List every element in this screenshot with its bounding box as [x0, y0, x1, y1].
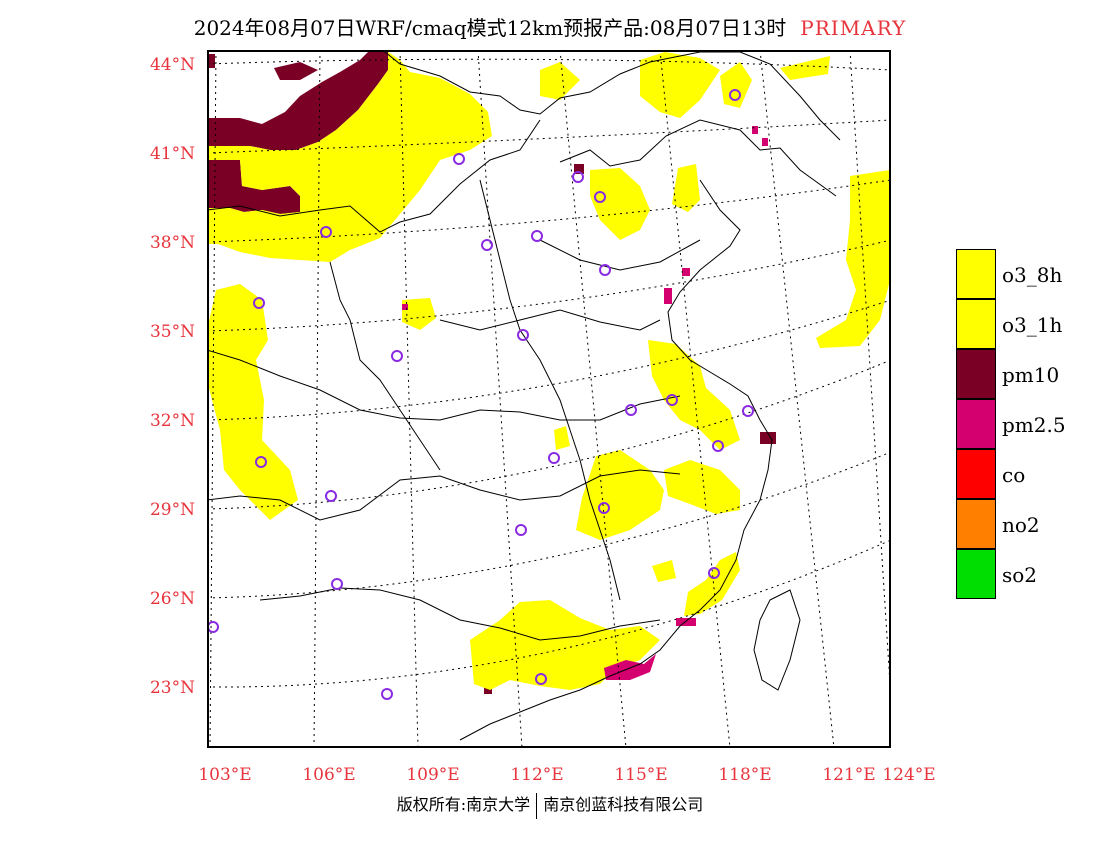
legend-swatch-pm10	[956, 349, 996, 399]
legend-swatch-pm25	[956, 399, 996, 449]
lon-label-103: 103°E	[198, 765, 252, 785]
legend-label-pm25: pm2.5	[1002, 413, 1066, 437]
legend-label-o3-8h: o3_8h	[1002, 263, 1063, 287]
legend-swatch-o3-8h	[956, 249, 996, 299]
lat-label-29: 29°N	[149, 500, 195, 520]
lon-label-112: 112°E	[510, 765, 564, 785]
lon-label-118: 118°E	[718, 765, 772, 785]
legend-swatch-o3-1h	[956, 299, 996, 349]
legend-label-no2: no2	[1002, 513, 1040, 537]
lat-label-41: 41°N	[149, 144, 195, 164]
legend-label-o3-1h: o3_1h	[1002, 313, 1063, 337]
pollution-map	[209, 52, 889, 746]
lon-label-106: 106°E	[302, 765, 356, 785]
lon-label-115: 115°E	[614, 765, 668, 785]
legend-item-o3-8h: o3_8h	[956, 249, 1076, 299]
footer-divider	[536, 792, 538, 819]
lon-label-109: 109°E	[406, 765, 460, 785]
boundaries	[209, 52, 841, 741]
map-panel	[207, 50, 891, 748]
pollutant-legend: o3_8h o3_1h pm10 pm2.5 co no2 so2	[956, 249, 1076, 599]
copyright-right: 南京创蓝科技有限公司	[543, 795, 704, 814]
legend-swatch-so2	[956, 549, 996, 599]
title-primary-tag: PRIMARY	[800, 16, 907, 40]
lat-label-38: 38°N	[149, 233, 195, 253]
lat-label-26: 26°N	[149, 589, 195, 609]
lon-label-121: 121°E	[822, 765, 876, 785]
legend-label-pm10: pm10	[1002, 363, 1060, 387]
legend-item-so2: so2	[956, 549, 1076, 599]
legend-item-no2: no2	[956, 499, 1076, 549]
legend-label-so2: so2	[1002, 563, 1038, 587]
o3-region	[209, 52, 889, 690]
copyright-left: 版权所有:南京大学	[396, 795, 531, 814]
title-main: 2024年08月07日WRF/cmaq模式12km预报产品:08月07日13时	[193, 16, 787, 40]
lat-label-23: 23°N	[149, 678, 195, 698]
map-title: 2024年08月07日WRF/cmaq模式12km预报产品:08月07日13时 P…	[0, 12, 1100, 41]
legend-swatch-no2	[956, 499, 996, 549]
station-markers	[209, 89, 754, 700]
lon-label-124: 124°E	[882, 765, 936, 785]
lat-label-44: 44°N	[149, 55, 195, 75]
lat-label-35: 35°N	[149, 322, 195, 342]
legend-item-pm25: pm2.5	[956, 399, 1076, 449]
lat-label-32: 32°N	[149, 411, 195, 431]
legend-item-pm10: pm10	[956, 349, 1076, 399]
legend-label-co: co	[1002, 463, 1026, 487]
copyright-footer: 版权所有:南京大学 南京创蓝科技有限公司	[0, 791, 1100, 819]
legend-item-o3-1h: o3_1h	[956, 299, 1076, 349]
legend-swatch-co	[956, 449, 996, 499]
lat-lon-grid	[209, 52, 889, 746]
legend-item-co: co	[956, 449, 1076, 499]
